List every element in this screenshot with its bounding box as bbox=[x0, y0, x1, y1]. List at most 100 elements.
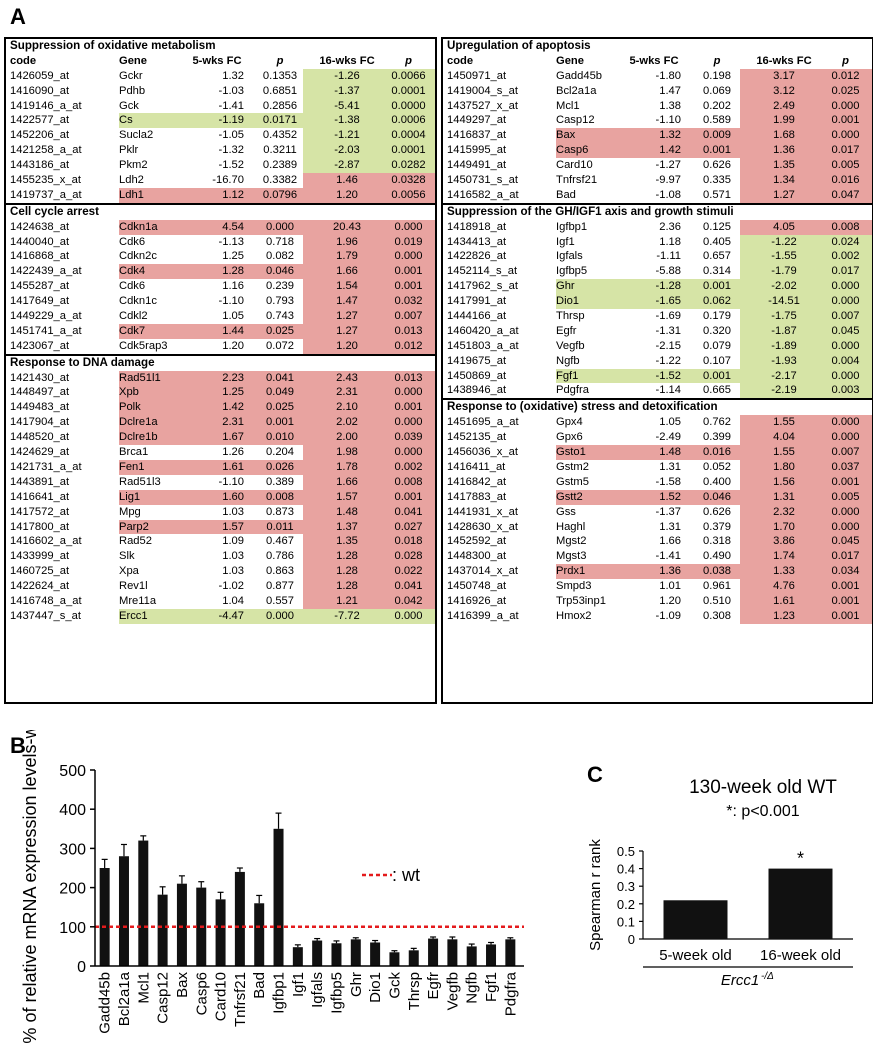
table-row: 1455287_at Cdk6 1.16 0.239 1.54 0.001 bbox=[6, 279, 435, 295]
p-16wks: 0.047 bbox=[831, 188, 860, 201]
highlight-16wks bbox=[303, 279, 435, 295]
gene-symbol: Cdkn1c bbox=[119, 295, 157, 308]
p-5wks: 0.010 bbox=[266, 431, 294, 444]
p-16wks: 0.0001 bbox=[391, 144, 426, 157]
fc-5wks: 1.25 bbox=[222, 386, 244, 399]
bar-thrsp bbox=[408, 950, 419, 966]
highlight-16wks bbox=[740, 338, 872, 354]
fc-16wks: 1.21 bbox=[336, 594, 358, 607]
highlight-16wks bbox=[740, 593, 872, 609]
fc-5wks: -1.22 bbox=[655, 354, 682, 367]
p-5wks: 0.510 bbox=[703, 594, 731, 607]
p-5wks: 0.025 bbox=[266, 401, 294, 414]
p-5wks: 0.052 bbox=[703, 460, 731, 473]
highlight-5wks bbox=[556, 368, 745, 384]
table-row: 1451741_a_at Cdk7 1.44 0.025 1.27 0.013 bbox=[6, 323, 435, 339]
table-row: 1450748_at Smpd3 1.01 0.961 4.76 0.001 bbox=[443, 579, 872, 594]
table-row: 1417800_at Parp2 1.57 0.011 1.37 0.027 bbox=[6, 519, 435, 535]
gene-table-left: Suppression of oxidative metabolism code G… bbox=[4, 37, 437, 704]
gene-symbol: Mgst2 bbox=[556, 535, 587, 548]
p-5wks: 0.786 bbox=[266, 550, 294, 563]
gene-symbol: Cdk5rap3 bbox=[119, 339, 168, 352]
p-5wks: 0.490 bbox=[703, 550, 731, 563]
fc-5wks: 1.16 bbox=[222, 280, 244, 293]
p-16wks: 0.000 bbox=[394, 386, 423, 399]
highlight-16wks bbox=[740, 234, 872, 250]
probe-code: 1422439_a_at bbox=[10, 265, 82, 278]
panel-label-a: A bbox=[10, 4, 26, 29]
highlight-16wks bbox=[740, 128, 872, 144]
fc-16wks: -1.21 bbox=[334, 129, 360, 142]
gene-symbol: Casp12 bbox=[556, 114, 595, 127]
probe-code: 1426059_at bbox=[10, 69, 70, 82]
p-5wks: 0.4352 bbox=[262, 129, 298, 142]
x-tick-label: Mcl1 bbox=[135, 972, 152, 1004]
fc-16wks: 1.34 bbox=[773, 174, 795, 187]
gene-symbol: Pdhb bbox=[119, 84, 146, 97]
fc-16wks: 20.43 bbox=[333, 220, 361, 233]
p-16wks: 0.000 bbox=[831, 99, 860, 112]
x-tick-label: Igf1 bbox=[290, 972, 307, 997]
gene-symbol: Mgst3 bbox=[556, 550, 587, 563]
fc-16wks: 3.86 bbox=[773, 535, 795, 548]
gene-symbol: Rad51l1 bbox=[119, 371, 161, 384]
fc-16wks: 1.57 bbox=[336, 490, 358, 503]
bar-card10 bbox=[215, 899, 226, 966]
probe-code: 1416748_a_at bbox=[10, 594, 82, 607]
bar-ngfb bbox=[466, 946, 477, 966]
p-5wks: 0.961 bbox=[703, 580, 731, 593]
p-5wks: 0.400 bbox=[703, 475, 731, 488]
bar-casp12 bbox=[157, 894, 168, 966]
probe-code: 1422826_at bbox=[447, 250, 507, 263]
p-5wks: 0.0796 bbox=[262, 188, 298, 201]
p-16wks: 0.000 bbox=[831, 520, 860, 533]
highlight-16wks bbox=[303, 143, 435, 159]
highlight-16wks bbox=[740, 309, 872, 324]
highlight-5wks bbox=[119, 489, 308, 505]
fc-16wks: 2.00 bbox=[336, 431, 358, 444]
p-16wks: 0.001 bbox=[831, 609, 860, 622]
p-16wks: 0.000 bbox=[394, 220, 423, 233]
y-tick-label: 100 bbox=[59, 920, 86, 937]
highlight-16wks bbox=[303, 249, 435, 265]
probe-code: 1460725_at bbox=[10, 565, 70, 578]
table-row: 1449229_a_at Cdkl2 1.05 0.743 1.27 0.007 bbox=[6, 309, 435, 324]
fc-16wks: 1.36 bbox=[773, 144, 795, 157]
column-header: code bbox=[10, 54, 37, 67]
probe-code: 1419004_s_at bbox=[447, 84, 518, 97]
p-16wks: 0.028 bbox=[394, 550, 423, 563]
table-row: 1423067_at Cdk5rap3 1.20 0.072 1.20 0.012 bbox=[6, 338, 435, 354]
highlight-5wks bbox=[119, 415, 308, 431]
p-5wks: 0.001 bbox=[703, 369, 731, 382]
probe-code: 1417962_s_at bbox=[447, 280, 518, 293]
p-16wks: 0.001 bbox=[394, 490, 423, 503]
fc-5wks: -1.37 bbox=[655, 505, 682, 518]
section-title: Response to (oxidative) stress and detox… bbox=[443, 398, 872, 415]
x-tick-label: Fgf1 bbox=[483, 972, 500, 1002]
fc-5wks: 1.61 bbox=[222, 460, 244, 473]
table-row: 1452135_at Gpx6 -2.49 0.399 4.04 0.000 bbox=[443, 430, 872, 446]
highlight-16wks bbox=[303, 264, 435, 280]
highlight-16wks bbox=[303, 385, 435, 401]
x-tick-label: Igfals bbox=[309, 972, 326, 1008]
column-header: p bbox=[405, 54, 412, 67]
gene-symbol: Bax bbox=[556, 129, 576, 142]
gene-symbol: Pklr bbox=[119, 144, 139, 157]
highlight-16wks bbox=[303, 370, 435, 386]
fc-5wks: 1.47 bbox=[659, 84, 681, 97]
probe-code: 1416868_at bbox=[10, 250, 70, 263]
probe-code: 1421258_a_at bbox=[10, 144, 82, 157]
column-header: Gene bbox=[556, 54, 584, 67]
x-tick-label: Ghr bbox=[348, 972, 365, 997]
table-row: 1437447_s_at Ercc1 -4.47 0.000 -7.72 0.000 bbox=[6, 608, 435, 624]
probe-code: 1456036_x_at bbox=[447, 446, 518, 459]
table-row: 1448300_at Mgst3 -1.41 0.490 1.74 0.017 bbox=[443, 549, 872, 565]
fc-5wks: -1.27 bbox=[655, 159, 682, 172]
probe-code: 1452592_at bbox=[447, 535, 507, 548]
probe-code: 1455235_x_at bbox=[10, 174, 81, 187]
fc-16wks: -1.89 bbox=[771, 339, 797, 352]
highlight-16wks bbox=[303, 113, 435, 129]
p-5wks: 0.3382 bbox=[262, 174, 298, 187]
fc-5wks: -1.11 bbox=[656, 250, 681, 263]
x-tick-label: Bcl2a1a bbox=[116, 971, 133, 1026]
